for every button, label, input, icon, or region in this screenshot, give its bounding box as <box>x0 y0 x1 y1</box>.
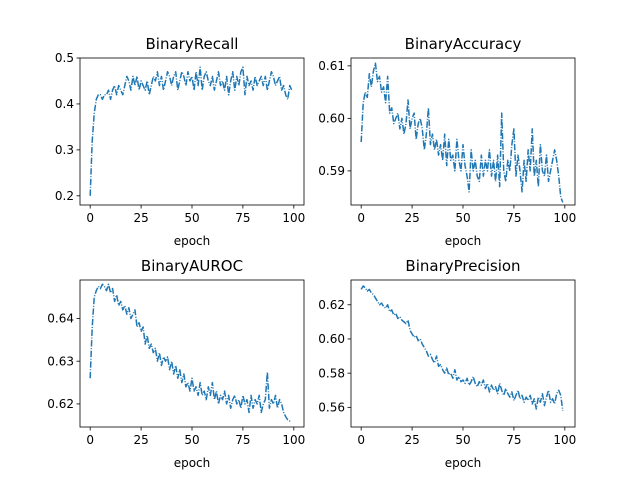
x-tick-label: 75 <box>506 211 521 225</box>
plot-area: 0 25 50 75 100 0.2 0.3 0.4 0.5 <box>55 51 305 225</box>
x-tick-label: 25 <box>133 211 148 225</box>
y-tick-label: 0.62 <box>318 298 345 312</box>
y-tick-label: 0.60 <box>318 112 345 126</box>
x-axis-label: epoch <box>174 456 211 470</box>
x-tick-label: 25 <box>404 433 419 447</box>
x-axis-label: epoch <box>174 234 211 248</box>
subplot-binary-auroc: BinaryAUROC epoch 0 25 50 75 100 0.62 0.63 0.64 <box>47 257 305 470</box>
subplot-binary-recall: BinaryRecall epoch 0 25 50 75 100 0.2 0.3 0.4 0.… <box>55 35 305 248</box>
subplot-binary-precision: BinaryPrecision epoch 0 25 50 75 100 0.56 0.58… <box>318 257 576 470</box>
plot-area: 0 25 50 75 100 0.62 0.63 0.64 <box>47 279 305 447</box>
x-tick-label: 50 <box>455 211 470 225</box>
series-line <box>89 66 293 196</box>
series-line <box>360 62 564 203</box>
y-tick-label: 0.5 <box>55 51 74 65</box>
y-tick-label: 0.4 <box>55 97 74 111</box>
chart-title: BinaryAccuracy <box>405 35 522 53</box>
y-tick-label: 0.61 <box>318 59 345 73</box>
x-tick-label: 100 <box>553 211 576 225</box>
chart-title: BinaryPrecision <box>405 257 520 275</box>
subplot-binary-accuracy: BinaryAccuracy epoch 0 25 50 75 1000.590.600… <box>318 35 576 248</box>
x-tick-label: 50 <box>184 433 199 447</box>
chart-title: BinaryAUROC <box>141 257 243 275</box>
series-line <box>89 283 292 422</box>
y-tick-label: 0.62 <box>47 397 74 411</box>
x-tick-label: 0 <box>86 211 94 225</box>
series-line <box>360 285 564 411</box>
y-tick-label: 0.58 <box>318 366 345 380</box>
x-tick-label: 75 <box>235 211 250 225</box>
y-tick-label: 0.56 <box>318 401 345 415</box>
plot-area: 0 25 50 75 100 0.56 0.58 0.60 0.62 <box>318 279 576 447</box>
y-tick-label: 0.63 <box>47 354 74 368</box>
chart-title: BinaryRecall <box>146 35 239 53</box>
x-tick-label: 50 <box>184 211 199 225</box>
x-tick-label: 50 <box>455 433 470 447</box>
y-tick-label: 0.2 <box>55 189 74 203</box>
y-tick-label: 0.3 <box>55 143 74 157</box>
x-tick-label: 0 <box>357 211 365 225</box>
plot-area: 0 25 50 75 100 0.59 0.60 0.61 <box>318 57 576 225</box>
y-tick-label: 0.59 <box>318 164 345 178</box>
x-axis-label: epoch <box>445 234 482 248</box>
x-tick-label: 25 <box>133 433 148 447</box>
x-tick-label: 25 <box>404 211 419 225</box>
y-tick-label: 0.60 <box>318 332 345 346</box>
x-axis-label: epoch <box>445 456 482 470</box>
x-tick-label: 100 <box>282 433 305 447</box>
x-tick-label: 0 <box>86 433 94 447</box>
x-tick-label: 100 <box>282 211 305 225</box>
x-tick-label: 75 <box>506 433 521 447</box>
x-tick-label: 0 <box>357 433 365 447</box>
x-tick-label: 100 <box>553 433 576 447</box>
x-tick-label: 75 <box>235 433 250 447</box>
y-tick-label: 0.64 <box>47 312 74 326</box>
